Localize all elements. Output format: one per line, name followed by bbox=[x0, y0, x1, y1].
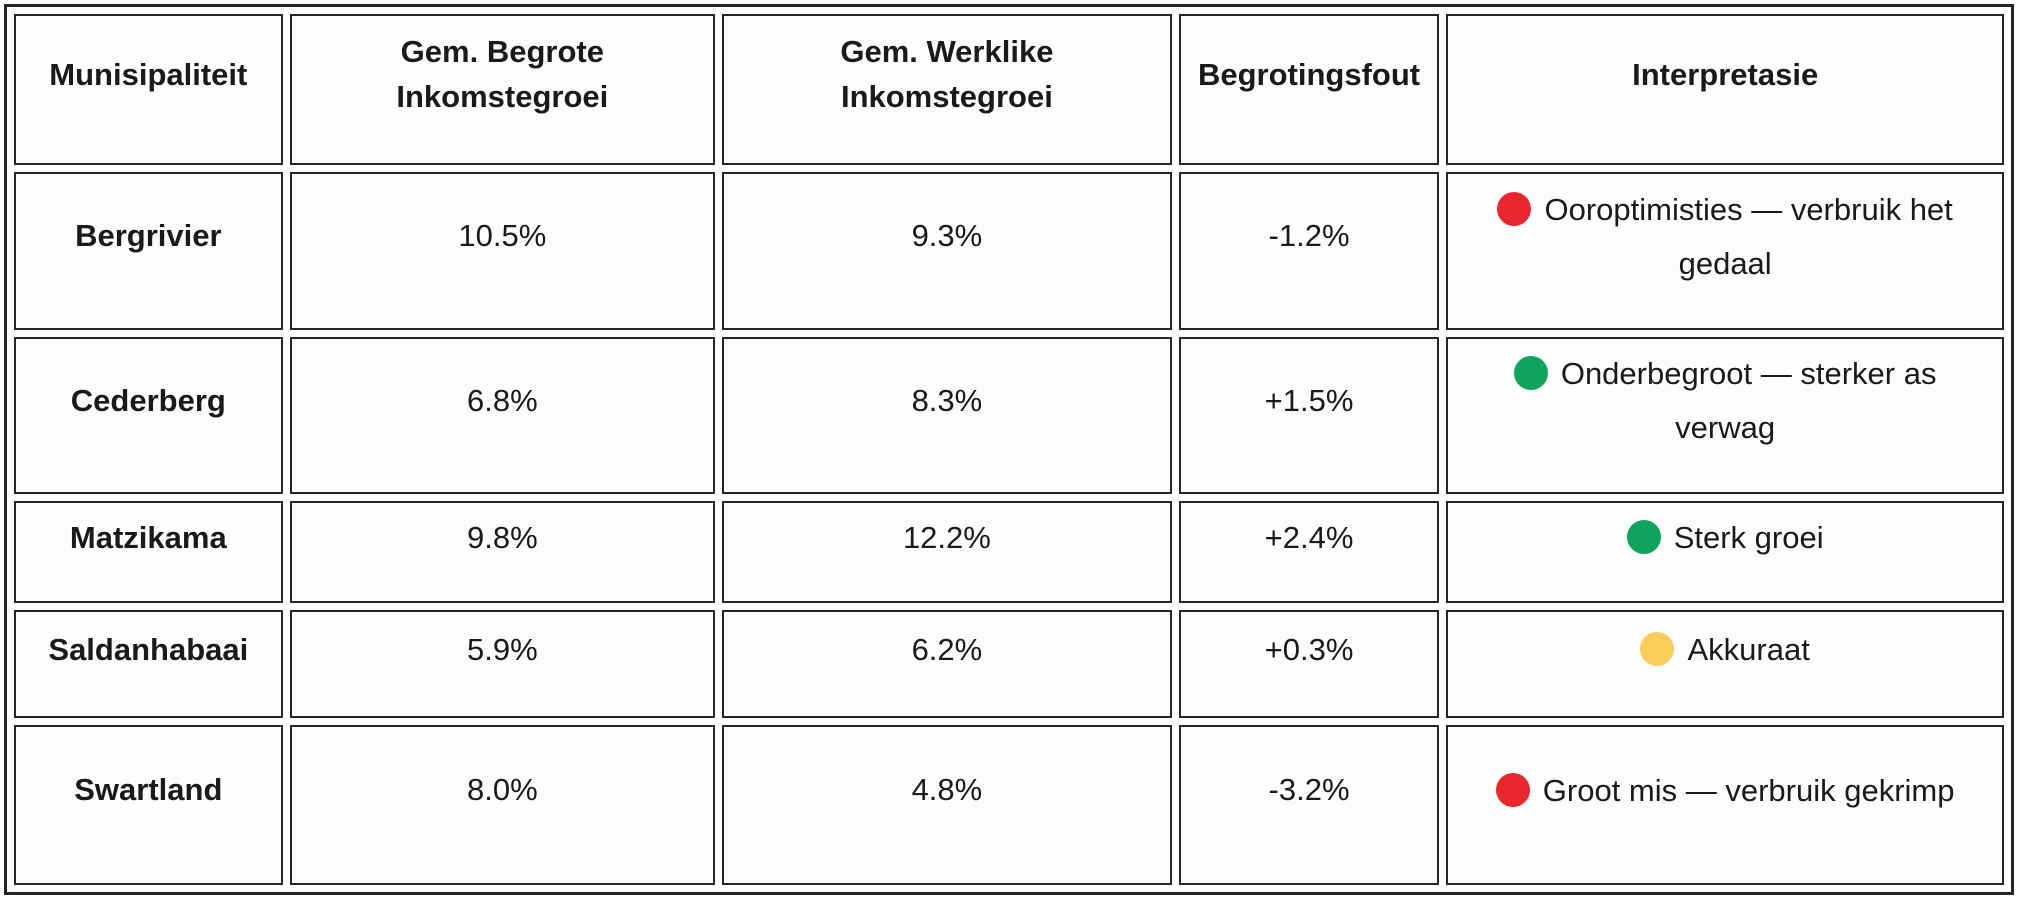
cell-interpretation: Akkuraat bbox=[1446, 610, 2004, 718]
cell-budgeted-growth: 5.9% bbox=[289, 610, 715, 718]
green-dot-icon bbox=[1513, 356, 1548, 391]
table-row-matzikama: Matzikama 9.8% 12.2% +2.4% Sterk groei bbox=[14, 501, 2004, 604]
red-dot-icon bbox=[1495, 772, 1530, 807]
interpretation-text: Sterk groei bbox=[1673, 520, 1824, 556]
cell-interpretation: Onderbegroot — sterker as verwag bbox=[1446, 336, 2004, 495]
interpretation-text: Onderbegroot — sterker as verwag bbox=[1560, 356, 1937, 446]
cell-budgeted-growth: 10.5% bbox=[289, 171, 715, 330]
cell-interpretation: Sterk groei bbox=[1446, 501, 2004, 604]
cell-municipality: Cederberg bbox=[14, 336, 283, 495]
cell-interpretation: Groot mis — verbruik gekrimp bbox=[1446, 724, 2004, 885]
cell-municipality: Swartland bbox=[14, 724, 283, 885]
cell-municipality: Matzikama bbox=[14, 501, 283, 604]
cell-budget-error: +2.4% bbox=[1178, 501, 1440, 604]
header-budget-error: Begrotingsfout bbox=[1178, 14, 1440, 165]
green-dot-icon bbox=[1626, 520, 1661, 555]
interpretation-text: Akkuraat bbox=[1687, 631, 1810, 667]
table-row-swartland: Swartland 8.0% 4.8% -3.2% Groot mis — ve… bbox=[14, 724, 2004, 885]
municipal-budget-table-frame: Munisipaliteit Gem. Begrote Inkomstegroe… bbox=[4, 4, 2014, 895]
cell-budget-error: -3.2% bbox=[1178, 724, 1440, 885]
cell-actual-growth: 9.3% bbox=[722, 171, 1172, 330]
table-row-saldanhabaai: Saldanhabaai 5.9% 6.2% +0.3% Akkuraat bbox=[14, 610, 2004, 718]
cell-municipality: Bergrivier bbox=[14, 171, 283, 330]
cell-actual-growth: 12.2% bbox=[722, 501, 1172, 604]
cell-actual-growth: 6.2% bbox=[722, 610, 1172, 718]
table-header-row: Munisipaliteit Gem. Begrote Inkomstegroe… bbox=[14, 14, 2004, 165]
cell-budgeted-growth: 9.8% bbox=[289, 501, 715, 604]
table-row-bergrivier: Bergrivier 10.5% 9.3% -1.2% Ooroptimisti… bbox=[14, 171, 2004, 330]
yellow-dot-icon bbox=[1640, 631, 1675, 666]
cell-budget-error: -1.2% bbox=[1178, 171, 1440, 330]
cell-actual-growth: 4.8% bbox=[722, 724, 1172, 885]
header-municipality: Munisipaliteit bbox=[14, 14, 283, 165]
interpretation-text: Ooroptimisties — verbruik het gedaal bbox=[1544, 191, 1953, 281]
cell-budget-error: +0.3% bbox=[1178, 610, 1440, 718]
cell-interpretation: Ooroptimisties — verbruik het gedaal bbox=[1446, 171, 2004, 330]
red-dot-icon bbox=[1497, 191, 1532, 226]
cell-budget-error: +1.5% bbox=[1178, 336, 1440, 495]
cell-municipality: Saldanhabaai bbox=[14, 610, 283, 718]
municipal-budget-table: Munisipaliteit Gem. Begrote Inkomstegroe… bbox=[7, 7, 2011, 892]
cell-actual-growth: 8.3% bbox=[722, 336, 1172, 495]
cell-budgeted-growth: 8.0% bbox=[289, 724, 715, 885]
header-budgeted-growth: Gem. Begrote Inkomstegroei bbox=[289, 14, 715, 165]
cell-budgeted-growth: 6.8% bbox=[289, 336, 715, 495]
interpretation-text: Groot mis — verbruik gekrimp bbox=[1542, 772, 1955, 808]
header-actual-growth: Gem. Werklike Inkomstegroei bbox=[722, 14, 1172, 165]
table-row-cederberg: Cederberg 6.8% 8.3% +1.5% Onderbegroot —… bbox=[14, 336, 2004, 495]
header-interpretation: Interpretasie bbox=[1446, 14, 2004, 165]
